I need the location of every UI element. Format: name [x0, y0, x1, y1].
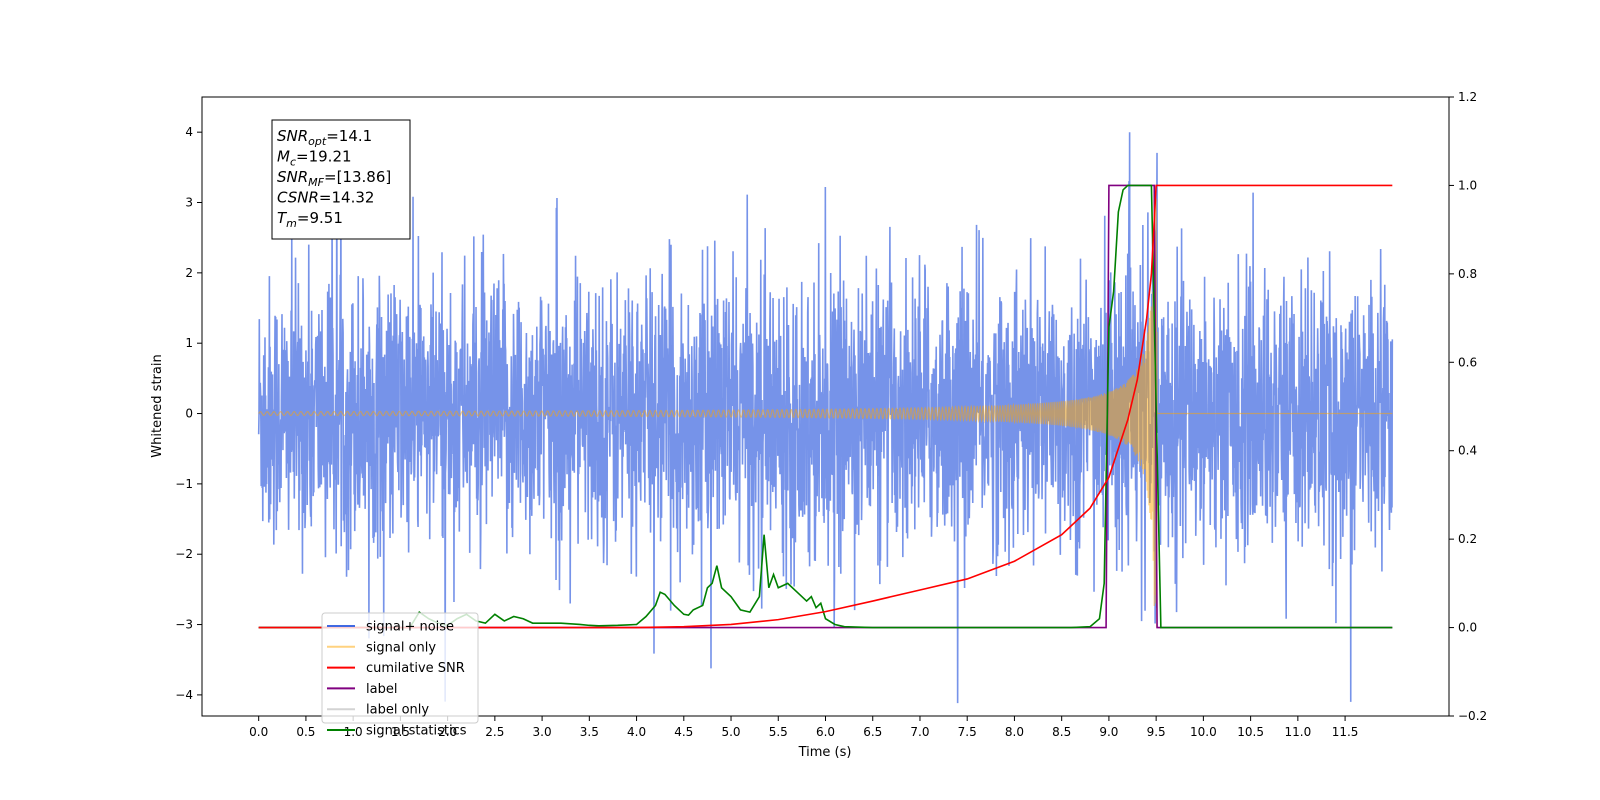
x-tick-label: 8.5	[1052, 725, 1071, 739]
y-right-tick-label: 1.0	[1458, 178, 1477, 192]
x-tick-label: 0.0	[249, 725, 268, 739]
y-right-tick-label: 0.0	[1458, 621, 1477, 635]
y-right-tick-label: 0.4	[1458, 444, 1477, 458]
y-right-tick-label: −0.2	[1458, 709, 1487, 723]
legend-label: label	[366, 682, 397, 697]
annotation-box: SNRopt=14.1Mc=19.21SNRMF=[13.86]CSNR=14.…	[271, 119, 411, 240]
legend: signal+ noise signal only cumilative SNR la…	[321, 612, 479, 739]
x-tick-label: 6.0	[816, 725, 835, 739]
x-axis-label: Time (s)	[798, 745, 852, 760]
y-left-tick-label: −2	[175, 547, 193, 561]
y-right-tick-label: 0.6	[1458, 355, 1477, 369]
y-left-tick-label: −1	[175, 477, 193, 491]
y-left-tick-label: −4	[175, 688, 193, 702]
y-left-tick-label: 0	[185, 407, 193, 421]
series-signal-statistics	[258, 184, 1393, 629]
x-tick-label: 9.0	[1099, 725, 1118, 739]
x-tick-label: 1.0	[344, 725, 363, 739]
annotation-line: CSNR=14.32	[277, 189, 374, 207]
annotation-line: Mc=19.21	[277, 148, 352, 169]
x-tick-label: 4.0	[627, 725, 646, 739]
y-left-tick-label: 3	[185, 196, 193, 210]
x-tick-label: 4.5	[674, 725, 693, 739]
x-tick-label: 2.0	[438, 725, 457, 739]
y-axis-label: Whitened strain	[150, 354, 165, 457]
y-right-tick-label: 1.2	[1458, 90, 1477, 104]
legend-label: signal+ noise	[366, 620, 454, 635]
x-tick-label: 7.0	[910, 725, 929, 739]
x-tick-label: 2.5	[485, 725, 504, 739]
x-axis: 0.0 0.5 1.0 1.5 2.0 2.5 3.0 3.5 4.0 4.5 5.0 5.5 6.0 6…	[249, 716, 1358, 739]
y-left-tick-label: 2	[185, 266, 193, 280]
legend-label: signal only	[366, 640, 436, 655]
x-tick-label: 1.5	[391, 725, 410, 739]
x-tick-label: 5.0	[721, 725, 740, 739]
series-signal-plus-noise	[257, 132, 1394, 704]
legend-label: cumilative SNR	[366, 661, 465, 676]
x-tick-label: 8.0	[1005, 725, 1024, 739]
y-axis-right: −0.2 0.0 0.2 0.4 0.6 0.8 1.0 1.2	[1449, 90, 1487, 723]
x-tick-label: 6.5	[863, 725, 882, 739]
x-tick-label: 0.5	[296, 725, 315, 739]
series-cumilative-snr	[258, 184, 1393, 629]
x-tick-label: 5.5	[769, 725, 788, 739]
annotation-line: SNRMF=[13.86]	[277, 168, 391, 189]
x-tick-label: 11.0	[1284, 725, 1311, 739]
y-left-tick-label: −3	[175, 618, 193, 632]
y-axis-left: −4 −3 −2 −1 0 1 2 3 4	[175, 125, 202, 702]
annotation-line: SNRopt=14.1	[277, 127, 372, 148]
x-tick-label: 11.5	[1332, 725, 1359, 739]
y-left-tick-label: 1	[185, 336, 193, 350]
x-tick-label: 10.0	[1190, 725, 1217, 739]
x-tick-label: 3.5	[580, 725, 599, 739]
y-right-tick-label: 0.8	[1458, 267, 1477, 281]
annotation-line: Tm=9.51	[277, 209, 343, 230]
x-tick-label: 7.5	[958, 725, 977, 739]
series-signal-only	[258, 198, 1393, 628]
y-left-tick-label: 4	[185, 125, 193, 139]
legend-label: signal statistics	[366, 724, 467, 739]
y-right-tick-label: 0.2	[1458, 532, 1477, 546]
x-tick-label: 3.0	[533, 725, 552, 739]
legend-label: label only	[366, 703, 429, 718]
x-tick-label: 10.5	[1237, 725, 1264, 739]
x-tick-label: 9.5	[1147, 725, 1166, 739]
plot-series	[257, 132, 1394, 704]
